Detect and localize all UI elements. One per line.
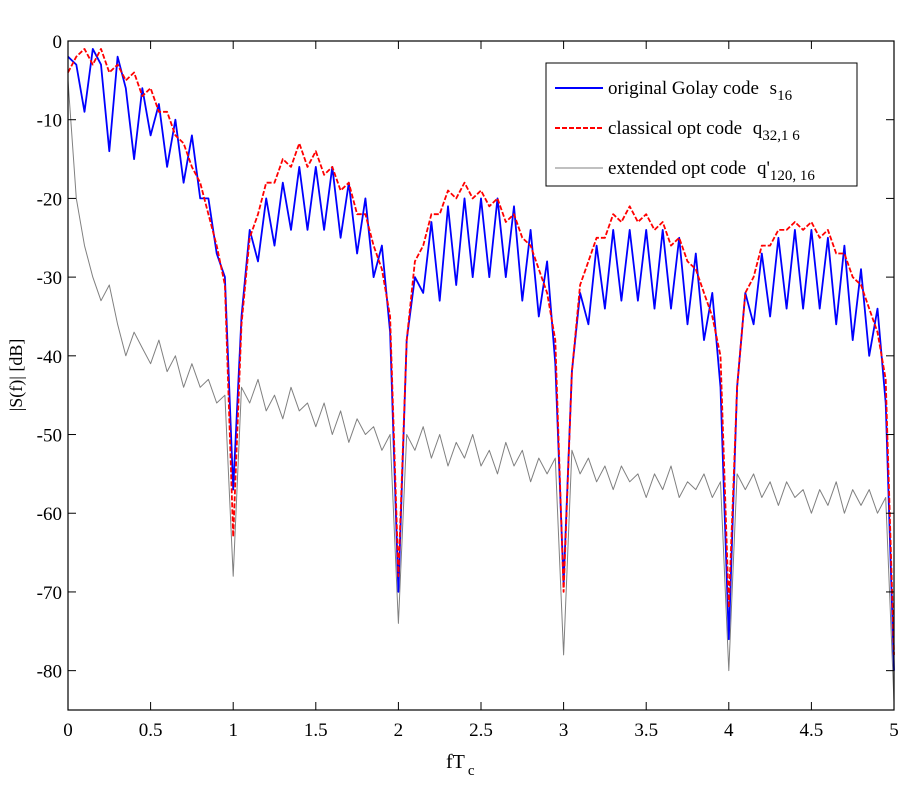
y-tick-label: -80 — [37, 662, 62, 683]
x-tick-label: 4 — [724, 720, 734, 741]
legend-box — [545, 62, 858, 187]
axis-ticks: 0 0.5 1 1.5 2 2.5 3 3.5 4 4.5 5 0 -10 -20 -30 -40 -50 -60… — [37, 32, 899, 741]
x-tick-label: 1 — [228, 720, 238, 741]
y-tick-label: -20 — [37, 189, 62, 210]
x-tick-label: 2.5 — [469, 720, 493, 741]
legend-label: classical opt code q32,1 6 — [608, 118, 800, 144]
y-tick-label: 0 — [53, 32, 63, 53]
series-line-1 — [67, 48, 895, 671]
x-tick-label: 2 — [394, 720, 404, 741]
y-tick-label: -60 — [37, 504, 62, 525]
y-tick-label: -10 — [37, 111, 62, 132]
legend-entry-1: original Golay code s16 — [555, 78, 793, 104]
y-axis-label: |S(f)| [dB] — [6, 339, 27, 412]
x-tick-label: 0 — [63, 720, 73, 741]
series-line-2 — [67, 48, 895, 655]
series-layer — [67, 48, 895, 703]
x-tick-label: 3.5 — [634, 720, 658, 741]
y-tick-label: -40 — [37, 347, 62, 368]
x-tick-label: 5 — [889, 720, 899, 741]
legend: original Golay code s16 classical opt cod… — [545, 62, 858, 187]
y-tick-label: -70 — [37, 583, 62, 604]
legend-entry-3: extended opt code q'120, 16 — [555, 158, 815, 184]
x-tick-label: 0.5 — [139, 720, 163, 741]
legend-label: original Golay code s16 — [608, 78, 793, 104]
x-tick-label: 3 — [559, 720, 569, 741]
y-tick-label: -30 — [37, 268, 62, 289]
x-tick-label: 4.5 — [800, 720, 824, 741]
x-axis-label: fT c — [446, 751, 475, 779]
legend-entry-2: classical opt code q32,1 6 — [555, 118, 800, 144]
series-line-3 — [67, 80, 895, 703]
legend-label: extended opt code q'120, 16 — [608, 158, 815, 184]
x-tick-label: 1.5 — [304, 720, 328, 741]
y-tick-label: -50 — [37, 426, 62, 447]
